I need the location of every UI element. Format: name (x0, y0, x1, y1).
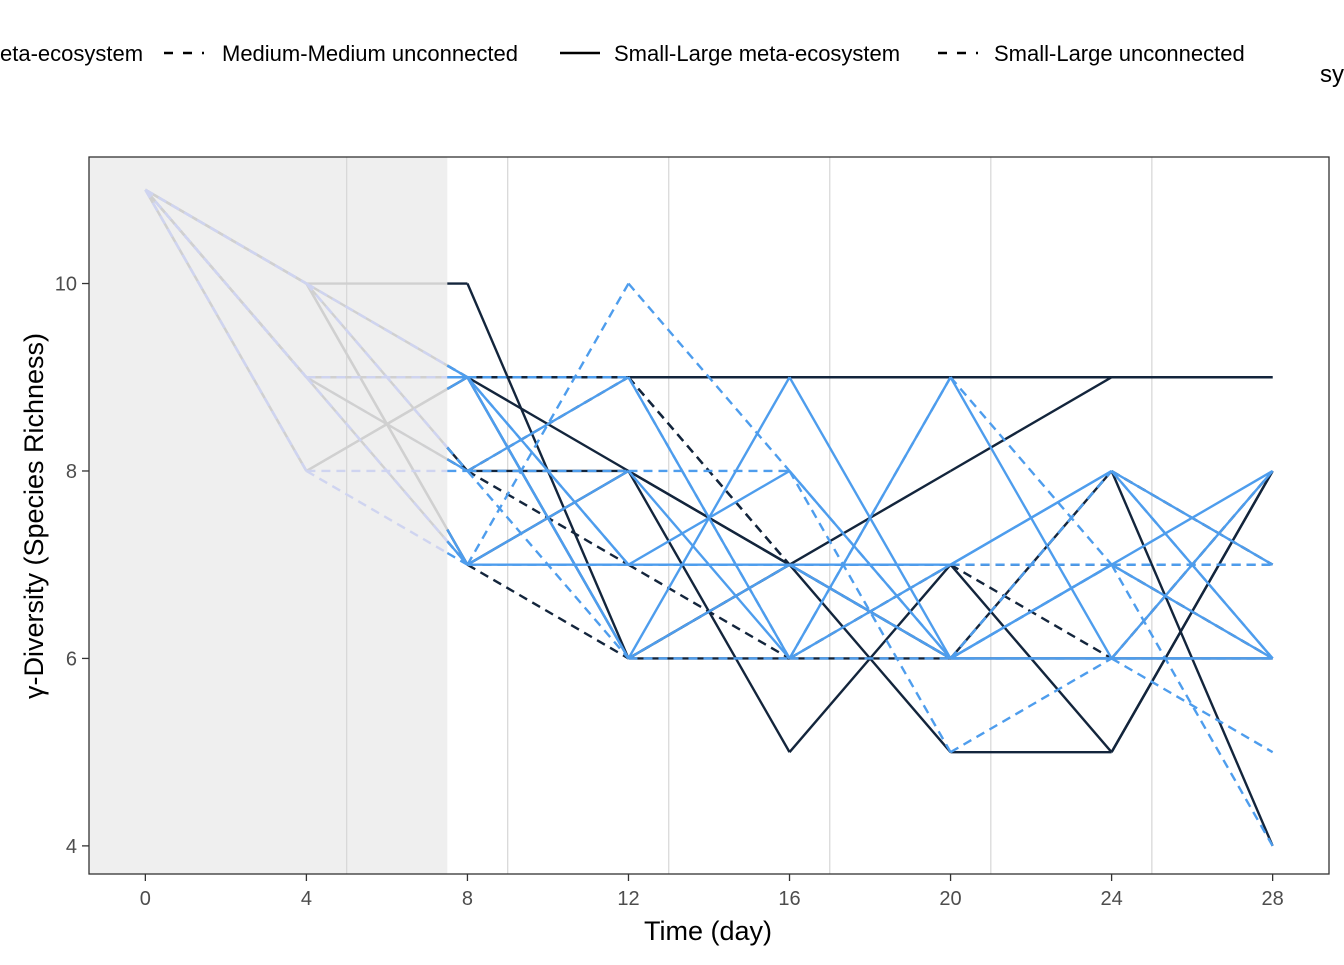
legend-entry: Small-Large unconnected (938, 41, 1245, 66)
series-segment (788, 563, 952, 660)
legend-entry: eta-ecosystem (0, 41, 143, 66)
y-tick-label: 8 (66, 461, 77, 483)
series-segment (1110, 657, 1274, 754)
y-tick-label: 6 (66, 648, 77, 670)
series-segment (305, 376, 448, 461)
series-segment (1110, 563, 1274, 660)
x-tick-label: 28 (1262, 888, 1284, 910)
series-segment (1110, 564, 1274, 847)
legend-label: Small-Large unconnected (994, 41, 1245, 66)
series-segment (305, 469, 448, 555)
y-axis-title: γ-Diversity (Species Richness) (19, 333, 49, 699)
series-segment (305, 376, 449, 543)
legend-label: Medium-Medium unconnected (222, 41, 518, 66)
panel-border (88, 156, 1330, 875)
x-tick-label: 24 (1100, 888, 1122, 910)
x-axis-title: Time (day) (644, 916, 772, 946)
series-segment (627, 469, 791, 566)
series-segment (305, 282, 449, 531)
series-segment (446, 528, 469, 566)
series-segment (949, 376, 1113, 473)
series-segment (446, 446, 469, 472)
series-segment (788, 470, 952, 753)
legend-label: Small-Large meta-ecosystem (614, 41, 900, 66)
series-segment (788, 376, 952, 660)
legend-title-fragment: sy (1320, 61, 1344, 88)
legend-entry: Small-Large meta-ecosystem (560, 41, 900, 66)
legend-label: eta-ecosystem (0, 41, 143, 66)
series-segment (144, 189, 308, 472)
series-segment (144, 188, 308, 285)
series-segment (949, 563, 1113, 660)
series-line (144, 189, 1273, 566)
series-segment (1110, 469, 1274, 566)
plot-panel (88, 156, 1330, 875)
series-segment (144, 189, 308, 379)
series-segment (949, 376, 1113, 566)
series-segment (627, 563, 791, 660)
y-tick-label: 10 (55, 274, 77, 296)
series-segment (446, 458, 469, 473)
legend: eta-ecosystem Medium-Medium unconnected Sm… (0, 41, 1344, 88)
series-segment (446, 540, 469, 566)
series-segment (627, 282, 791, 472)
series-segment (949, 469, 1113, 566)
x-tick-label: 0 (140, 888, 151, 910)
y-tick-label: 4 (66, 836, 77, 858)
series-segment (446, 551, 469, 566)
series-segment (466, 376, 630, 566)
series-segment (627, 376, 791, 660)
series-segment (305, 282, 448, 367)
series-segment (466, 376, 630, 473)
series-lines (144, 188, 1274, 847)
series-segment (466, 282, 630, 566)
x-tick-label: 12 (617, 888, 639, 910)
x-tick-label: 20 (939, 888, 961, 910)
series-segment (305, 282, 449, 449)
series-segment (305, 387, 448, 473)
x-tick-label: 8 (462, 888, 473, 910)
series-segment (446, 376, 469, 391)
legend-entry: Medium-Medium unconnected (164, 41, 518, 66)
series-segment (466, 376, 630, 660)
series-segment (466, 563, 630, 660)
x-tick-label: 4 (301, 888, 312, 910)
shaded-region (89, 157, 448, 874)
series-segment (446, 364, 469, 379)
x-tick-label: 16 (778, 888, 800, 910)
series-segment (949, 657, 1113, 754)
axes: Time (day) γ-Diversity (Species Richness… (19, 274, 1284, 946)
